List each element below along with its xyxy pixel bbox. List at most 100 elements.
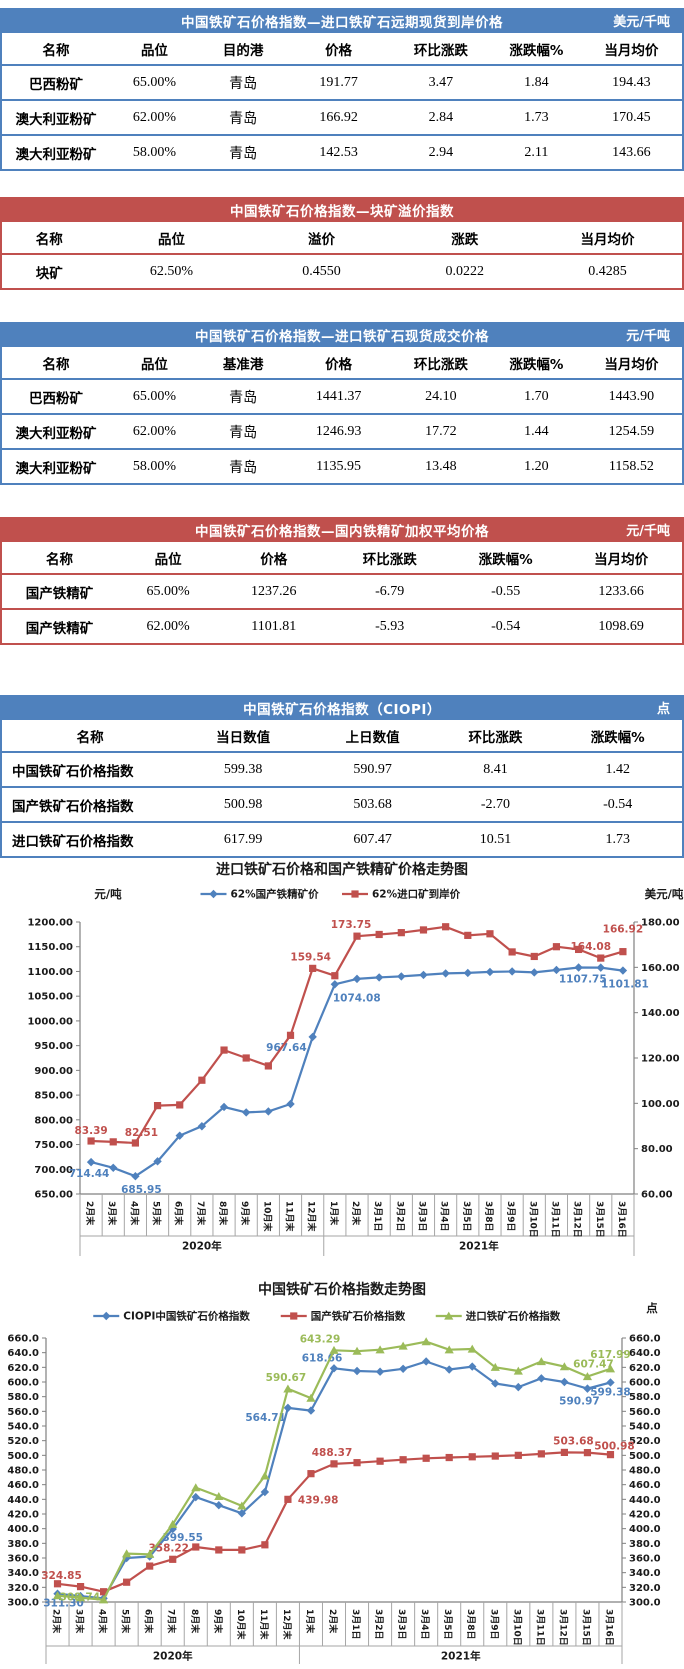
data-point-marker — [153, 1102, 162, 1110]
table-row: 国产铁矿石价格指数 500.98 503.68 -2.70 -0.54 — [1, 786, 683, 822]
column-header: 环比涨跌 — [389, 33, 493, 66]
value-cell: 607.47 — [307, 821, 438, 857]
data-point-marker — [486, 930, 494, 938]
x-axis-label: 4月末 — [128, 1201, 140, 1226]
legend-label: 62%国产铁精矿价 — [231, 888, 320, 901]
x-axis-label: 7月末 — [166, 1609, 178, 1634]
data-point-marker — [102, 1311, 111, 1321]
value-cell: -0.54 — [553, 786, 683, 822]
x-axis-label: 3月3日 — [416, 1201, 427, 1232]
data-point-marker — [264, 1107, 273, 1116]
x-axis-label: 9月末 — [239, 1201, 251, 1226]
x-axis-label: 3月4日 — [439, 1201, 450, 1232]
left-axis-unit: 元/吨 — [94, 887, 122, 901]
x-axis-label: 2月末 — [84, 1201, 96, 1226]
value-label: 503.68 — [553, 1436, 594, 1448]
value-label: 714.44 — [69, 1168, 110, 1180]
data-point-marker — [290, 1312, 298, 1320]
value-cell: 17.72 — [389, 413, 493, 449]
right-axis-tick-label: 160.00 — [641, 963, 680, 974]
value-cell: 1158.52 — [580, 448, 683, 484]
value-cell: 1233.66 — [598, 583, 644, 599]
column-header: 环比涨跌 — [437, 720, 554, 753]
value-cell: 62.00% — [110, 413, 199, 449]
table-title-bar: 中国铁矿石价格指数（CIOPI） 点 — [0, 695, 684, 720]
x-axis-label: 5月末 — [151, 1201, 163, 1226]
column-header: 涨跌幅% — [492, 33, 581, 66]
value-label: 311.30 — [43, 1598, 84, 1610]
left-axis-tick-label: 1100.00 — [27, 967, 73, 978]
column-header: 品位 — [110, 33, 199, 66]
x-axis-label: 3月11日 — [534, 1609, 545, 1646]
left-axis-tick-label: 580.0 — [7, 1392, 39, 1403]
value-cell: 166.92 — [287, 99, 390, 135]
right-axis-tick-label: 520.0 — [629, 1436, 661, 1447]
value-cell: 1.20 — [492, 448, 581, 484]
data-point-marker — [444, 1345, 454, 1354]
data-point-marker — [283, 1403, 293, 1413]
right-axis-tick-label: 660.0 — [629, 1334, 661, 1345]
chart-title: 中国铁矿石价格指数走势图 — [258, 1281, 426, 1298]
column-header: 价格 — [287, 347, 390, 380]
value-cell: 1.73 — [553, 821, 683, 857]
data-point-marker — [399, 1456, 407, 1464]
data-point-marker — [215, 1546, 223, 1554]
value-cell: 1.44 — [492, 413, 581, 449]
x-axis-label: 10月末 — [261, 1201, 273, 1233]
left-axis-tick-label: 480.0 — [7, 1466, 39, 1477]
x-axis-label: 3月8日 — [465, 1609, 476, 1640]
data-point-marker — [467, 1344, 477, 1353]
value-cell: 65.00% — [132, 388, 177, 404]
table-row: 巴西粉矿 65.00% 青岛 1441.37 24.10 1.70 1443.90 — [1, 379, 683, 414]
right-axis-tick-label: 120.00 — [641, 1054, 680, 1065]
data-point-marker — [329, 1364, 339, 1373]
value-cell: 青岛 — [198, 448, 288, 484]
legend-label: 进口铁矿石价格指数 — [466, 1310, 561, 1323]
right-axis-tick-label: 540.0 — [629, 1422, 661, 1433]
data-point-marker — [582, 1372, 593, 1381]
year-group-label: 2020年 — [153, 1650, 193, 1663]
table-header-row: 名称 品位 目的港 价格 环比涨跌 涨跌幅% 当月均价 — [1, 33, 683, 66]
data-point-marker — [191, 1483, 201, 1492]
data-point-marker — [75, 1593, 86, 1602]
right-axis-tick-label: 380.0 — [629, 1539, 661, 1550]
right-axis-tick-label: 500.0 — [629, 1451, 661, 1462]
table-unit: 点 — [656, 702, 670, 717]
value-cell: 1098.69 — [560, 608, 683, 644]
value-cell: 青岛 — [198, 413, 288, 449]
value-cell: 62.50% — [149, 263, 194, 279]
column-header: 名称 — [1, 33, 111, 66]
data-point-marker — [468, 1362, 477, 1371]
year-group-label: 2020年 — [182, 1240, 222, 1253]
data-point-marker — [329, 1345, 339, 1354]
row-name-cell: 巴西粉矿 — [29, 390, 84, 407]
column-header: 涨跌幅% — [492, 347, 581, 380]
column-header: 基准港 — [198, 347, 288, 380]
value-cell: 0.0222 — [445, 263, 484, 279]
data-point-marker — [619, 948, 627, 956]
data-point-marker — [131, 1172, 140, 1181]
data-point-marker — [286, 1099, 295, 1109]
right-axis-unit: 美元/吨 — [645, 887, 684, 901]
value-cell: 194.43 — [612, 74, 651, 90]
column-header: 名称 — [1, 222, 97, 255]
value-label: 358.22 — [148, 1542, 189, 1554]
legend-item: CIOPI中国铁矿石价格指数 — [93, 1310, 250, 1323]
data-point-marker — [331, 972, 339, 980]
data-point-marker — [264, 1062, 272, 1070]
value-label: 83.39 — [74, 1125, 107, 1137]
data-point-marker — [122, 1549, 132, 1558]
x-axis-label: 3月15日 — [580, 1609, 591, 1646]
value-label: 1101.81 — [601, 979, 649, 991]
data-point-marker — [131, 1139, 139, 1147]
value-cell: 142.53 — [287, 134, 390, 170]
column-header: 当月均价 — [560, 542, 683, 575]
value-cell: 58.00% — [110, 448, 199, 484]
x-axis-label: 2月末 — [51, 1609, 63, 1634]
value-cell: 1237.26 — [251, 583, 297, 599]
data-point-marker — [574, 963, 583, 972]
table-unit: 元/千吨 — [626, 329, 670, 344]
table-title-bar: 中国铁矿石价格指数—进口铁矿石远期现货到岸价格 美元/千吨 — [0, 8, 684, 33]
left-axis-tick-label: 500.0 — [7, 1451, 39, 1462]
data-point-marker — [352, 1346, 362, 1355]
